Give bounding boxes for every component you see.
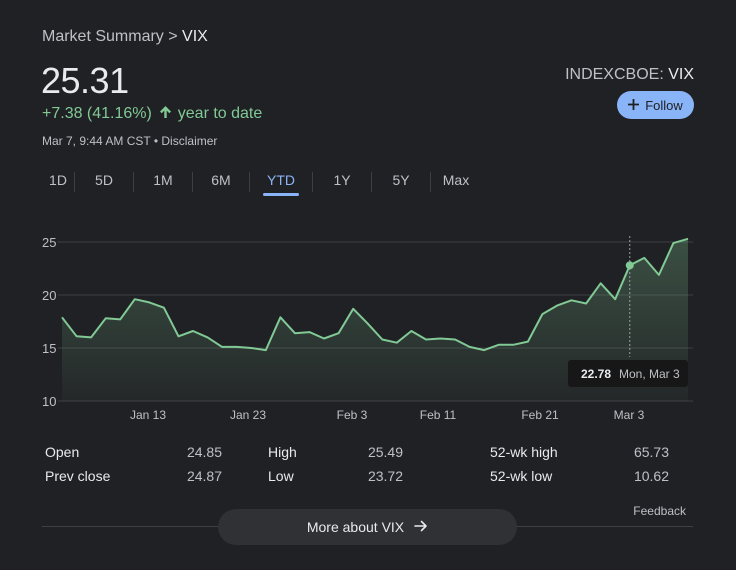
tooltip-value: 22.78 <box>581 367 611 381</box>
change-value: +7.38 (41.16%) <box>42 105 152 122</box>
breadcrumb-parent[interactable]: Market Summary <box>42 28 164 45</box>
stat-value: 65.73 <box>633 444 669 460</box>
stat-value: 24.87 <box>186 468 222 484</box>
tab-1y[interactable]: 1Y <box>333 172 351 188</box>
price-change: +7.38 (41.16%) year to date <box>42 105 262 123</box>
stat-label: Prev close <box>45 468 111 484</box>
plus-icon <box>628 98 640 113</box>
price-chart[interactable]: 10 15 20 25 Jan 13 Jan 23 Feb 3 Feb 11 Feb 21 Mar… <box>0 220 736 430</box>
stat-value: 25.49 <box>367 444 403 460</box>
stat-value: 10.62 <box>633 468 669 484</box>
tab-separator <box>430 172 431 192</box>
tab-separator <box>74 172 75 192</box>
breadcrumb-current: VIX <box>182 28 208 45</box>
x-tick-label: Jan 23 <box>230 408 266 422</box>
timestamp: Mar 7, 9:44 AM CST <box>42 134 151 148</box>
stat-label: Low <box>268 468 294 484</box>
tab-5d[interactable]: 5D <box>95 172 113 188</box>
stat-label: 52-wk high <box>490 444 558 460</box>
tab-separator <box>371 172 372 192</box>
stat-value: 24.85 <box>186 444 222 460</box>
stat-label: High <box>268 444 297 460</box>
chart-area-fill <box>62 238 688 401</box>
meta-separator: • <box>153 134 159 148</box>
range-tabs: 1D 5D 1M 6M YTD 1Y 5Y Max <box>42 166 481 196</box>
exchange-name: INDEXCBOE <box>565 66 660 83</box>
ticker-symbol: VIX <box>668 66 694 83</box>
follow-button[interactable]: Follow <box>617 91 694 119</box>
tab-max[interactable]: Max <box>442 172 470 188</box>
x-tick-label: Feb 11 <box>420 408 457 422</box>
tab-separator <box>312 172 313 192</box>
arrow-up-icon <box>160 105 172 123</box>
tab-separator <box>133 172 134 192</box>
stat-value: 23.72 <box>367 468 403 484</box>
y-tick-label: 15 <box>42 341 56 356</box>
tab-separator <box>192 172 193 192</box>
arrow-right-icon <box>414 519 428 535</box>
x-tick-label: Feb 3 <box>337 408 368 422</box>
follow-label: Follow <box>645 97 683 113</box>
tooltip-box <box>568 360 688 387</box>
disclaimer-link[interactable]: Disclaimer <box>161 134 218 148</box>
tab-5y[interactable]: 5Y <box>392 172 410 188</box>
change-period: year to date <box>177 105 263 122</box>
hover-point <box>625 261 634 270</box>
more-about-label: More about VIX <box>306 519 405 535</box>
tab-1d[interactable]: 1D <box>49 172 67 188</box>
x-tick-label: Jan 13 <box>130 408 166 422</box>
series-line <box>61 237 689 352</box>
tab-ytd[interactable]: YTD <box>250 166 312 194</box>
y-tick-label: 25 <box>42 235 56 250</box>
tab-1m[interactable]: 1M <box>153 172 173 188</box>
current-price: 25.31 <box>41 60 129 101</box>
x-tick-label: Mar 3 <box>614 408 645 422</box>
tooltip-date: Mon, Mar 3 <box>619 367 680 381</box>
stat-label: Open <box>45 444 80 460</box>
stat-label: 52-wk low <box>490 468 553 484</box>
breadcrumb: Market Summary > VIX <box>42 28 208 46</box>
y-tick-label: 10 <box>42 394 56 409</box>
y-tick-label: 20 <box>42 288 56 303</box>
x-tick-label: Feb 21 <box>521 408 559 422</box>
quote-meta: Mar 7, 9:44 AM CST • Disclaimer <box>42 134 217 148</box>
exchange-symbol: INDEXCBOE: VIX <box>565 66 694 83</box>
breadcrumb-separator: > <box>168 28 178 45</box>
more-about-button[interactable]: More about VIX <box>218 509 517 545</box>
tab-6m[interactable]: 6M <box>211 172 231 188</box>
feedback-link[interactable]: Feedback <box>633 504 686 518</box>
